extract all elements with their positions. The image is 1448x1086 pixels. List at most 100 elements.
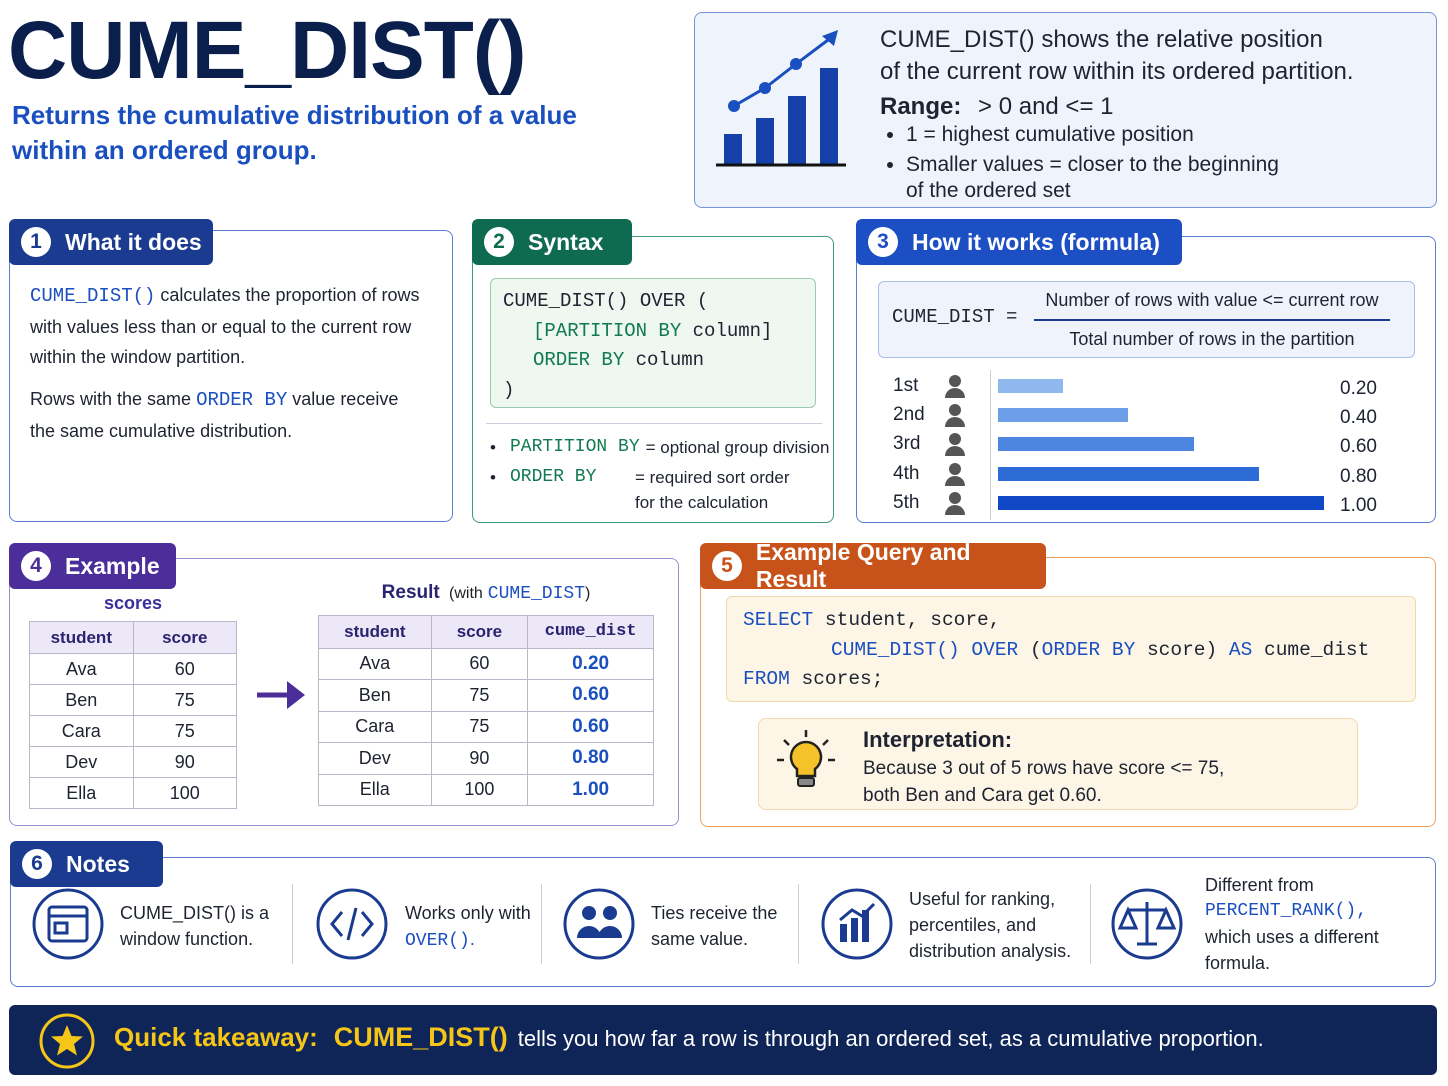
subtitle: Returns the cumulative distribution of a… bbox=[12, 100, 577, 165]
text: Different from bbox=[1205, 875, 1314, 895]
keyword: FROM bbox=[743, 668, 790, 690]
syntax-notes: • PARTITION BY = optional group division •… bbox=[490, 435, 829, 515]
code: student, score, bbox=[813, 609, 1001, 631]
code: ( bbox=[1018, 638, 1042, 661]
cell: Dev bbox=[318, 742, 432, 775]
section-number: 2 bbox=[484, 227, 514, 257]
cell: Ella bbox=[318, 773, 432, 806]
interpretation-line: both Ben and Cara get 0.60. bbox=[863, 785, 1102, 806]
code-box: CUME_DIST() OVER ( [PARTITION BY column] O… bbox=[490, 278, 816, 408]
bullet: 1 = highest cumulative position bbox=[906, 122, 1300, 148]
separator bbox=[541, 884, 542, 964]
summary-box bbox=[694, 12, 1437, 208]
section-tab: 1 What it does bbox=[9, 219, 213, 265]
section-tab: 6 Notes bbox=[10, 841, 163, 887]
takeaway: Quick takeaway: CUME_DIST() tells you how … bbox=[114, 1022, 1264, 1053]
cell: Ella bbox=[29, 777, 134, 809]
cell: 0.60 bbox=[527, 679, 654, 712]
column-header: score bbox=[430, 615, 529, 649]
text: Rows with the same bbox=[30, 389, 197, 409]
section-title: What it does bbox=[65, 228, 202, 255]
fraction-bar bbox=[1034, 319, 1390, 321]
table-caption: scores bbox=[103, 593, 163, 613]
bar bbox=[998, 379, 1064, 393]
keyword: SELECT bbox=[743, 609, 814, 631]
cell: 75 bbox=[430, 710, 529, 743]
result-table: student score cume_dist Ava 60 0.20 Ben 75 0.60 C… bbox=[318, 615, 654, 806]
code-line: ) bbox=[503, 378, 515, 401]
code-line: FROM scores; bbox=[743, 665, 1399, 695]
interpretation-title: Interpretation: bbox=[863, 727, 1013, 752]
table-row: Ben 75 0.60 bbox=[318, 679, 654, 712]
text: calculates the proportion of rows with v… bbox=[30, 285, 420, 367]
rank-label: 1st bbox=[893, 375, 919, 396]
section-number: 6 bbox=[22, 849, 52, 879]
text: . bbox=[469, 929, 475, 949]
value-label: 0.20 bbox=[1340, 378, 1377, 399]
header-row: student score cume_dist bbox=[318, 615, 654, 649]
code: column] bbox=[681, 319, 773, 342]
denominator: Total number of rows in the partition bbox=[1069, 329, 1355, 349]
rank-label: 3rd bbox=[893, 433, 921, 455]
table-row: Cara 75 bbox=[29, 715, 238, 747]
cell: 75 bbox=[132, 684, 238, 716]
code: column bbox=[624, 349, 705, 371]
arrow bbox=[257, 681, 305, 709]
numerator: Number of rows with value <= current row bbox=[1045, 290, 1379, 310]
bullet: Smaller values = closer to the beginning… bbox=[906, 152, 1300, 204]
section-number: 1 bbox=[21, 227, 51, 257]
cell: 0.60 bbox=[527, 710, 654, 743]
cell: 90 bbox=[132, 746, 238, 778]
star-icon bbox=[39, 1013, 95, 1069]
keyword: PARTITION BY bbox=[510, 437, 640, 457]
person-icon bbox=[945, 375, 965, 398]
input-table: student score Ava 60 Ben 75 Cara 75 Dev 90 Ella 100 bbox=[29, 621, 238, 809]
section-tab: 4 Example bbox=[9, 543, 176, 589]
range-value: > 0 and <= 1 bbox=[978, 93, 1114, 120]
interpretation-line: Because 3 out of 5 rows have score <= 75… bbox=[863, 758, 1225, 779]
separator bbox=[798, 884, 799, 964]
formula-lhs: CUME_DIST = bbox=[892, 306, 1018, 328]
caption: ) bbox=[585, 585, 591, 602]
cell: Cara bbox=[29, 715, 134, 747]
summary-line: of the current row within its ordered pa… bbox=[880, 58, 1354, 85]
table-row: Ben 75 bbox=[29, 684, 238, 716]
section-number: 4 bbox=[21, 551, 51, 581]
keyword: ORDER BY bbox=[533, 349, 625, 371]
code: CUME_DIST() bbox=[30, 285, 156, 307]
keyword: CUME_DIST() bbox=[831, 638, 960, 661]
table-row: Dev 90 bbox=[29, 746, 238, 778]
code-line: ORDER BY column bbox=[503, 346, 803, 376]
section-title: Notes bbox=[66, 850, 130, 877]
paragraph: CUME_DIST() calculates the proportion of… bbox=[30, 280, 442, 373]
table-row: Dev 90 0.80 bbox=[318, 742, 654, 775]
column-header: score bbox=[132, 621, 238, 654]
code: cume_dist bbox=[1252, 638, 1370, 661]
takeaway-label: Quick takeaway: bbox=[114, 1022, 318, 1052]
keyword: AS bbox=[1217, 638, 1253, 661]
separator bbox=[1090, 884, 1091, 964]
cell: 75 bbox=[132, 715, 238, 747]
section-title: How it works (formula) bbox=[912, 228, 1160, 255]
code: score) bbox=[1135, 638, 1218, 661]
text: Works only with bbox=[405, 903, 531, 923]
cell: 0.20 bbox=[527, 647, 654, 680]
summary-icon bbox=[716, 30, 846, 167]
summary-line: CUME_DIST() shows the relative position bbox=[880, 26, 1323, 53]
code-line: [PARTITION BY column] bbox=[503, 317, 803, 347]
note-text: Works only with OVER(). bbox=[405, 900, 535, 954]
bar bbox=[998, 437, 1194, 452]
caption: Result bbox=[381, 582, 440, 603]
axis-line bbox=[990, 370, 991, 520]
note-text: Ties receive the same value. bbox=[651, 903, 778, 949]
cell: Ava bbox=[29, 653, 134, 685]
range-label: Range: bbox=[880, 93, 962, 120]
section-title: Example bbox=[65, 552, 160, 579]
takeaway-text: tells you how far a row is through an or… bbox=[517, 1026, 1264, 1051]
section-title: Syntax bbox=[528, 228, 604, 255]
note-text: Useful for ranking, percentiles, and dis… bbox=[909, 889, 1072, 961]
cell: Cara bbox=[318, 710, 432, 743]
bulb-icon bbox=[777, 730, 835, 787]
cell: 60 bbox=[132, 653, 238, 685]
code-line: CUME_DIST() OVER ( bbox=[503, 290, 709, 312]
